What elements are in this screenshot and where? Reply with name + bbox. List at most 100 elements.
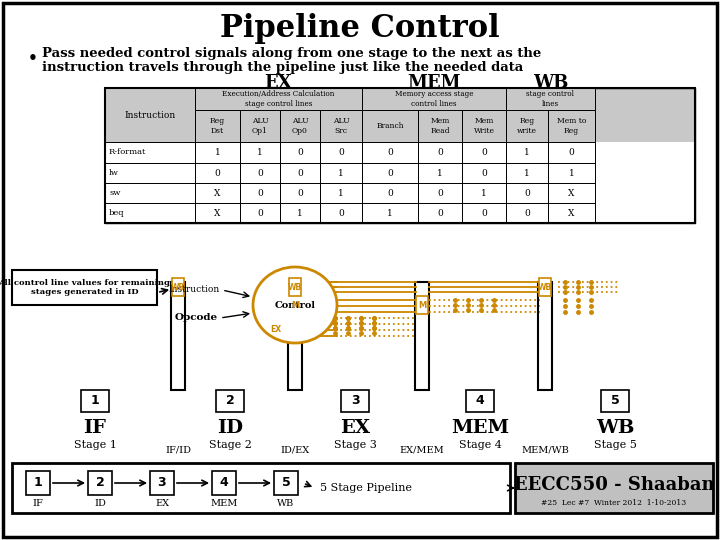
Text: 1: 1 [524,148,530,157]
Bar [515,463,713,513]
Bar [418,110,462,142]
Text: Stage 3: Stage 3 [333,440,377,450]
Text: 0: 0 [338,148,344,157]
Text: ALU
Op1: ALU Op1 [252,117,269,134]
Text: Mem
Write: Mem Write [474,117,495,134]
Bar [195,110,240,142]
Bar [506,88,595,110]
Bar [280,203,320,223]
Bar [362,203,418,223]
Bar [105,183,195,203]
Text: 0: 0 [437,208,443,218]
Text: MEM: MEM [210,498,238,508]
Text: Pass needed control signals along from one stage to the next as the: Pass needed control signals along from o… [42,48,541,60]
Bar [548,183,595,203]
Bar [12,270,157,305]
Text: EX/MEM: EX/MEM [400,446,444,455]
Bar [280,110,320,142]
Bar [26,471,50,495]
Text: beq: beq [109,209,125,217]
Bar [320,203,362,223]
Text: 1: 1 [257,148,263,157]
Text: WB: WB [288,282,302,292]
Bar [195,163,240,183]
Text: 1: 1 [338,168,344,178]
Text: 0: 0 [257,188,263,198]
Bar [320,110,362,142]
Text: 1: 1 [34,476,42,489]
Text: 5: 5 [282,476,290,489]
Text: 4: 4 [476,395,485,408]
Bar [462,163,506,183]
Bar [105,142,195,163]
Text: Stage 1: Stage 1 [73,440,117,450]
Text: ALU
Src: ALU Src [333,117,349,134]
Text: Stage 4: Stage 4 [459,440,501,450]
Text: X: X [568,188,575,198]
Bar [601,390,629,412]
Text: Stage 5: Stage 5 [593,440,636,450]
Bar [418,183,462,203]
Bar [418,163,462,183]
Bar [240,110,280,142]
Bar [415,282,429,390]
Text: 0: 0 [481,148,487,157]
Text: Instruction: Instruction [168,286,220,294]
Text: Instruction: Instruction [125,111,176,119]
Bar [105,88,195,142]
Text: stage control
lines: stage control lines [526,90,575,107]
Bar [105,203,195,223]
Text: All control line values for remaining
stages generated in ID: All control line values for remaining st… [0,279,171,296]
Text: sw: sw [109,189,120,197]
Text: 1: 1 [481,188,487,198]
Text: M: M [291,301,299,310]
Text: Pipeline Control: Pipeline Control [220,12,500,44]
Text: 1: 1 [338,188,344,198]
Text: EX: EX [155,498,169,508]
Bar [362,88,506,110]
Text: Memory access stage
control lines: Memory access stage control lines [395,90,473,107]
Bar [466,390,494,412]
Text: Control: Control [274,300,315,309]
Text: 0: 0 [257,208,263,218]
Text: Execution/Address Calculation
stage control lines: Execution/Address Calculation stage cont… [222,90,335,107]
Bar [320,142,362,163]
Bar [105,88,695,223]
Ellipse shape [253,267,337,343]
Bar [240,183,280,203]
Bar [280,163,320,183]
Bar [195,203,240,223]
Bar [538,282,552,390]
Text: 3: 3 [351,395,359,408]
Text: WB: WB [533,74,568,92]
Bar [548,163,595,183]
Text: WB: WB [595,419,634,437]
Text: •: • [28,51,38,65]
Text: 0: 0 [338,208,344,218]
Text: IF/ID: IF/ID [165,446,191,455]
Text: 0: 0 [481,168,487,178]
Text: Opcode: Opcode [175,314,218,322]
Bar [462,142,506,163]
Text: EECC550 - Shaaban: EECC550 - Shaaban [513,476,714,494]
Text: 0: 0 [437,188,443,198]
Text: 1: 1 [297,208,303,218]
Text: Mem to
Reg: Mem to Reg [557,117,586,134]
Text: X: X [215,208,221,218]
Bar [539,278,551,296]
Text: 1: 1 [91,395,99,408]
Bar [506,142,548,163]
Text: Mem
Read: Mem Read [430,117,450,134]
Bar [362,183,418,203]
Text: 3: 3 [158,476,166,489]
Text: 1: 1 [437,168,443,178]
Bar [280,142,320,163]
Text: MEM: MEM [408,74,461,92]
Bar [88,471,112,495]
Bar [506,203,548,223]
Text: 0: 0 [437,148,443,157]
Bar [506,163,548,183]
Text: 5 Stage Pipeline: 5 Stage Pipeline [320,483,412,493]
Text: ID/EX: ID/EX [280,446,310,455]
Bar [548,142,595,163]
